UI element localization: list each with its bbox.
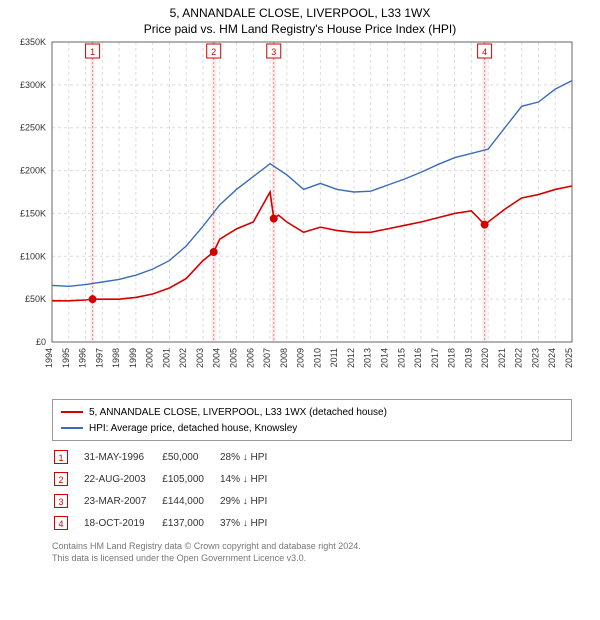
svg-text:2005: 2005: [229, 348, 239, 368]
event-date: 23-MAR-2007: [84, 491, 160, 511]
svg-text:£200K: £200K: [20, 166, 46, 176]
event-delta: 29% ↓ HPI: [220, 491, 281, 511]
legend-label: HPI: Average price, detached house, Know…: [89, 423, 297, 434]
footnote: Contains HM Land Registry data © Crown c…: [52, 541, 572, 564]
event-badge: 1: [54, 450, 68, 464]
chart: 1 2 3 4 £0 £50K £100K £150K £200K £250K £300K £350K…: [0, 36, 600, 391]
svg-text:2009: 2009: [296, 348, 306, 368]
svg-text:1996: 1996: [78, 348, 88, 368]
svg-text:1: 1: [90, 47, 95, 57]
table-row: 3 23-MAR-2007£144,00029% ↓ HPI: [54, 491, 281, 511]
svg-text:2023: 2023: [530, 348, 540, 368]
svg-text:2018: 2018: [447, 348, 457, 368]
svg-text:2025: 2025: [564, 348, 574, 368]
svg-text:2021: 2021: [497, 348, 507, 368]
svg-text:£50K: £50K: [25, 294, 46, 304]
svg-text:2000: 2000: [145, 348, 155, 368]
event-badge: 4: [54, 516, 68, 530]
svg-text:1995: 1995: [61, 348, 71, 368]
svg-text:2003: 2003: [195, 348, 205, 368]
svg-text:2016: 2016: [413, 348, 423, 368]
svg-text:2004: 2004: [212, 348, 222, 368]
svg-text:£300K: £300K: [20, 80, 46, 90]
legend-item: 5, ANNANDALE CLOSE, LIVERPOOL, L33 1WX (…: [61, 404, 563, 420]
page-root: 5, ANNANDALE CLOSE, LIVERPOOL, L33 1WX P…: [0, 0, 600, 564]
event-badge: 3: [54, 494, 68, 508]
svg-text:2024: 2024: [547, 348, 557, 368]
events-table: 1 31-MAY-1996£50,00028% ↓ HPI 2 22-AUG-2003…: [52, 445, 283, 535]
svg-text:£350K: £350K: [20, 37, 46, 47]
svg-text:3: 3: [271, 47, 276, 57]
svg-text:2019: 2019: [463, 348, 473, 368]
footnote-line: This data is licensed under the Open Gov…: [52, 553, 572, 565]
svg-text:£150K: £150K: [20, 208, 46, 218]
event-price: £50,000: [162, 447, 218, 467]
svg-text:2002: 2002: [178, 348, 188, 368]
table-row: 2 22-AUG-2003£105,00014% ↓ HPI: [54, 469, 281, 489]
event-delta: 37% ↓ HPI: [220, 513, 281, 533]
svg-text:2012: 2012: [346, 348, 356, 368]
svg-text:2008: 2008: [279, 348, 289, 368]
svg-text:2: 2: [211, 47, 216, 57]
svg-text:2001: 2001: [161, 348, 171, 368]
svg-text:2006: 2006: [245, 348, 255, 368]
svg-text:1994: 1994: [44, 348, 54, 368]
svg-text:2007: 2007: [262, 348, 272, 368]
svg-text:1999: 1999: [128, 348, 138, 368]
event-date: 18-OCT-2019: [84, 513, 160, 533]
table-row: 1 31-MAY-1996£50,00028% ↓ HPI: [54, 447, 281, 467]
svg-text:2020: 2020: [480, 348, 490, 368]
title-address: 5, ANNANDALE CLOSE, LIVERPOOL, L33 1WX: [0, 6, 600, 20]
event-delta: 14% ↓ HPI: [220, 469, 281, 489]
event-badge: 2: [54, 472, 68, 486]
svg-text:1998: 1998: [111, 348, 121, 368]
legend-swatch: [61, 427, 83, 429]
event-delta: 28% ↓ HPI: [220, 447, 281, 467]
title-subtitle: Price paid vs. HM Land Registry's House …: [0, 22, 600, 36]
table-row: 4 18-OCT-2019£137,00037% ↓ HPI: [54, 513, 281, 533]
chart-svg: 1 2 3 4 £0 £50K £100K £150K £200K £250K £300K £350K…: [0, 36, 600, 386]
svg-text:2014: 2014: [379, 348, 389, 368]
legend-swatch: [61, 411, 83, 413]
svg-text:£0: £0: [36, 337, 46, 347]
legend: 5, ANNANDALE CLOSE, LIVERPOOL, L33 1WX (…: [52, 399, 572, 441]
svg-text:£100K: £100K: [20, 251, 46, 261]
svg-text:2015: 2015: [396, 348, 406, 368]
footnote-line: Contains HM Land Registry data © Crown c…: [52, 541, 572, 553]
svg-text:2010: 2010: [312, 348, 322, 368]
svg-text:£250K: £250K: [20, 123, 46, 133]
legend-label: 5, ANNANDALE CLOSE, LIVERPOOL, L33 1WX (…: [89, 407, 387, 418]
svg-text:1997: 1997: [94, 348, 104, 368]
svg-text:2017: 2017: [430, 348, 440, 368]
svg-text:2013: 2013: [363, 348, 373, 368]
event-date: 22-AUG-2003: [84, 469, 160, 489]
svg-text:2022: 2022: [514, 348, 524, 368]
event-price: £137,000: [162, 513, 218, 533]
event-price: £105,000: [162, 469, 218, 489]
event-price: £144,000: [162, 491, 218, 511]
svg-text:2011: 2011: [329, 348, 339, 367]
event-date: 31-MAY-1996: [84, 447, 160, 467]
legend-item: HPI: Average price, detached house, Know…: [61, 420, 563, 436]
svg-text:4: 4: [482, 47, 487, 57]
titles: 5, ANNANDALE CLOSE, LIVERPOOL, L33 1WX P…: [0, 0, 600, 36]
